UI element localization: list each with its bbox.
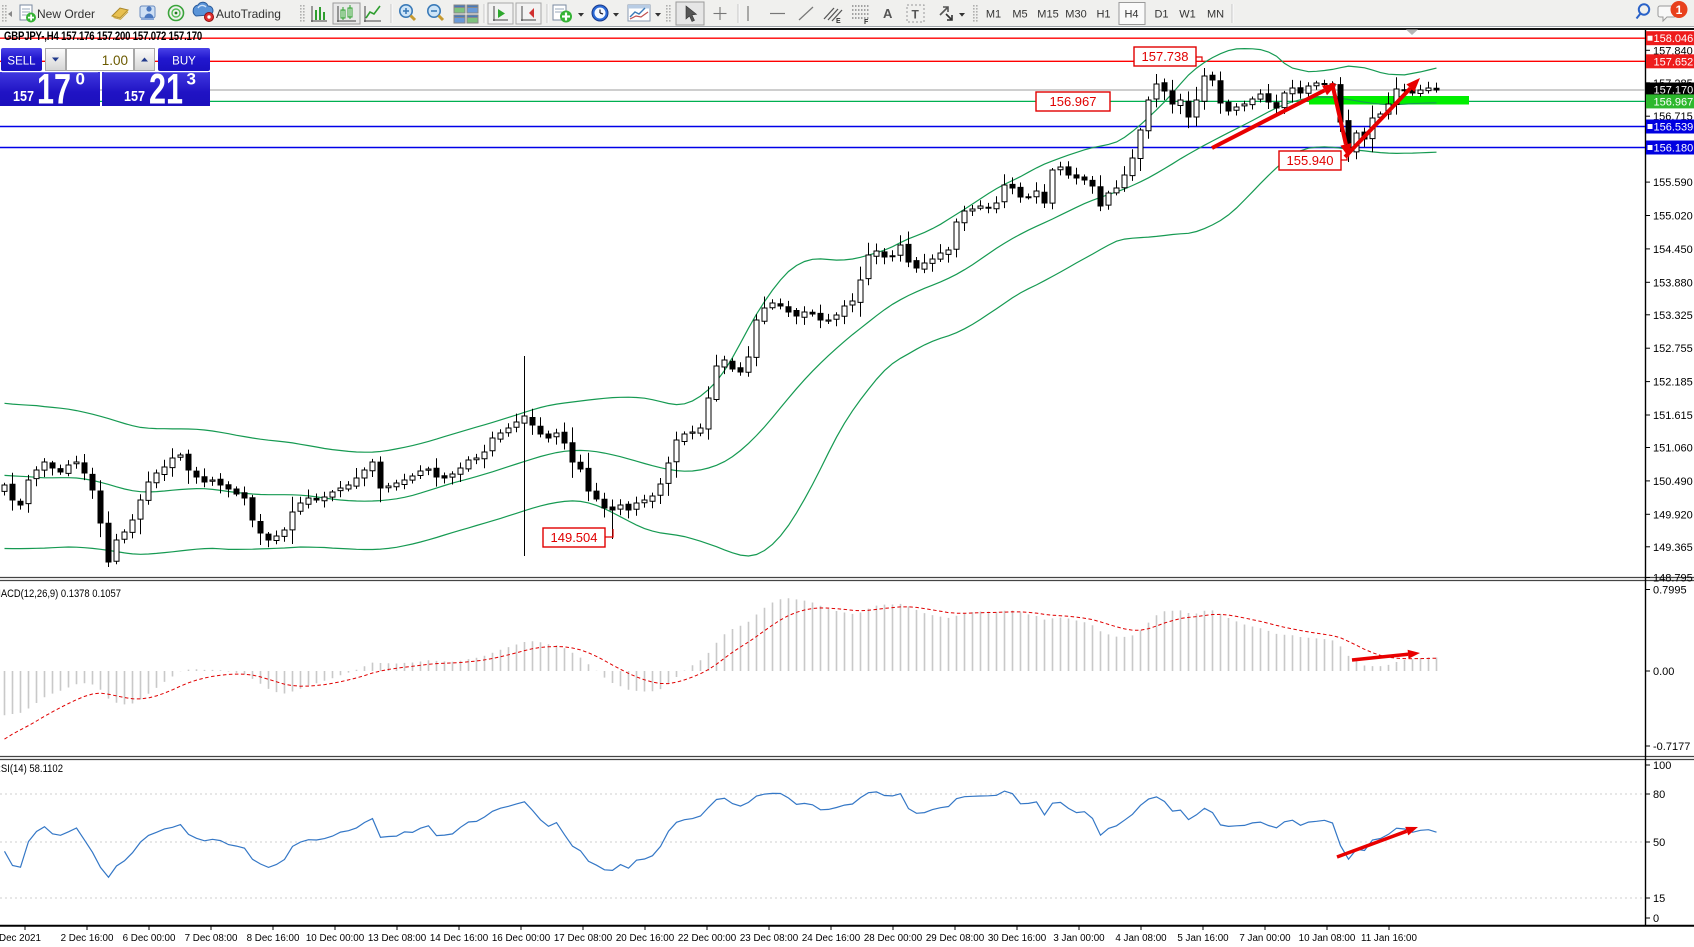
svg-text:0: 0 [76, 70, 85, 89]
svg-text:4 Jan 08:00: 4 Jan 08:00 [1115, 933, 1167, 944]
svg-text:24 Dec 16:00: 24 Dec 16:00 [802, 933, 861, 944]
svg-text:-0.7177: -0.7177 [1653, 741, 1690, 753]
svg-text:11 Jan 16:00: 11 Jan 16:00 [1361, 933, 1417, 944]
svg-text:0: 0 [1653, 913, 1659, 925]
svg-text:155.940: 155.940 [1287, 153, 1334, 168]
svg-text:16 Dec 00:00: 16 Dec 00:00 [492, 933, 551, 944]
svg-text:158.046: 158.046 [1654, 33, 1694, 45]
svg-text:8 Dec 16:00: 8 Dec 16:00 [247, 933, 300, 944]
svg-text:157.738: 157.738 [1142, 49, 1189, 64]
svg-text:F: F [864, 19, 869, 26]
svg-text:1.00: 1.00 [102, 53, 128, 68]
svg-text:157.170: 157.170 [1654, 85, 1694, 97]
svg-text:17 Dec 08:00: 17 Dec 08:00 [554, 933, 613, 944]
svg-text:T: T [912, 8, 920, 22]
svg-text:A: A [883, 6, 893, 21]
svg-text:29 Dec 08:00: 29 Dec 08:00 [926, 933, 985, 944]
svg-text:23 Dec 08:00: 23 Dec 08:00 [740, 933, 799, 944]
svg-text:7 Dec 08:00: 7 Dec 08:00 [185, 933, 238, 944]
svg-text:156.180: 156.180 [1654, 143, 1694, 155]
svg-text:H4: H4 [1124, 9, 1138, 21]
svg-text:BUY: BUY [172, 56, 196, 68]
svg-text:M30: M30 [1065, 9, 1086, 21]
svg-text:6 Dec 00:00: 6 Dec 00:00 [123, 933, 176, 944]
svg-text:14 Dec 16:00: 14 Dec 16:00 [430, 933, 489, 944]
svg-text:0.00: 0.00 [1653, 666, 1674, 678]
svg-text:15: 15 [1653, 893, 1665, 905]
svg-text:148.795: 148.795 [1653, 573, 1693, 585]
svg-text:153.325: 153.325 [1653, 310, 1693, 322]
svg-text:154.450: 154.450 [1653, 244, 1693, 256]
svg-text:New Order: New Order [37, 7, 95, 21]
svg-text:152.755: 152.755 [1653, 343, 1693, 355]
svg-text:GBPJPY-,H4 157.176 157.200 15: GBPJPY-,H4 157.176 157.200 157.072 157.1… [4, 31, 202, 43]
svg-text:50: 50 [1653, 837, 1665, 849]
svg-text:149.920: 149.920 [1653, 509, 1693, 521]
svg-text:W1: W1 [1179, 9, 1196, 21]
svg-text:M15: M15 [1037, 9, 1058, 21]
svg-text:3 Jan 00:00: 3 Jan 00:00 [1053, 933, 1105, 944]
svg-text:MACD(12,26,9) 0.1378 0.1057: MACD(12,26,9) 0.1378 0.1057 [0, 588, 121, 600]
svg-text:2 Dec 16:00: 2 Dec 16:00 [61, 933, 114, 944]
svg-text:M5: M5 [1012, 9, 1027, 21]
svg-text:1: 1 [1676, 3, 1683, 17]
svg-text:MN: MN [1207, 9, 1224, 21]
svg-text:7 Jan 00:00: 7 Jan 00:00 [1239, 933, 1291, 944]
svg-text:155.020: 155.020 [1653, 211, 1693, 223]
svg-text:156.539: 156.539 [1654, 122, 1694, 134]
svg-text:30 Dec 16:00: 30 Dec 16:00 [988, 933, 1047, 944]
svg-text:150.490: 150.490 [1653, 476, 1693, 488]
svg-text:155.590: 155.590 [1653, 177, 1693, 189]
svg-text:13 Dec 08:00: 13 Dec 08:00 [368, 933, 427, 944]
svg-text:21: 21 [149, 66, 183, 109]
svg-text:H1: H1 [1096, 9, 1110, 21]
svg-text:5 Jan 16:00: 5 Jan 16:00 [1177, 933, 1229, 944]
svg-text:10 Jan 08:00: 10 Jan 08:00 [1299, 933, 1356, 944]
svg-text:0.7995: 0.7995 [1653, 585, 1687, 597]
svg-text:20 Dec 16:00: 20 Dec 16:00 [616, 933, 675, 944]
svg-text:SELL: SELL [7, 56, 36, 68]
svg-text:D1: D1 [1154, 9, 1168, 21]
svg-text:100: 100 [1653, 760, 1671, 772]
svg-text:28 Dec 00:00: 28 Dec 00:00 [864, 933, 923, 944]
svg-text:10 Dec 00:00: 10 Dec 00:00 [306, 933, 365, 944]
svg-text:RSI(14) 58.1102: RSI(14) 58.1102 [0, 763, 63, 775]
svg-text:151.060: 151.060 [1653, 443, 1693, 455]
svg-text:80: 80 [1653, 789, 1665, 801]
svg-text:149.365: 149.365 [1653, 542, 1693, 554]
svg-text:AutoTrading: AutoTrading [216, 7, 281, 21]
svg-text:156.967: 156.967 [1654, 96, 1694, 108]
svg-text:149.504: 149.504 [551, 530, 598, 545]
svg-text:153.880: 153.880 [1653, 277, 1693, 289]
svg-text:22 Dec 00:00: 22 Dec 00:00 [678, 933, 737, 944]
svg-text:157.652: 157.652 [1654, 56, 1694, 68]
svg-text:Dec 2021: Dec 2021 [0, 933, 41, 944]
svg-text:151.615: 151.615 [1653, 410, 1693, 422]
svg-text:17: 17 [37, 66, 71, 109]
svg-text:157: 157 [124, 88, 145, 105]
svg-text:E: E [836, 18, 841, 25]
svg-text:152.185: 152.185 [1653, 377, 1693, 389]
svg-text:M1: M1 [986, 9, 1001, 21]
svg-text:3: 3 [187, 70, 196, 89]
svg-text:156.967: 156.967 [1050, 94, 1097, 109]
svg-text:157: 157 [13, 88, 34, 105]
